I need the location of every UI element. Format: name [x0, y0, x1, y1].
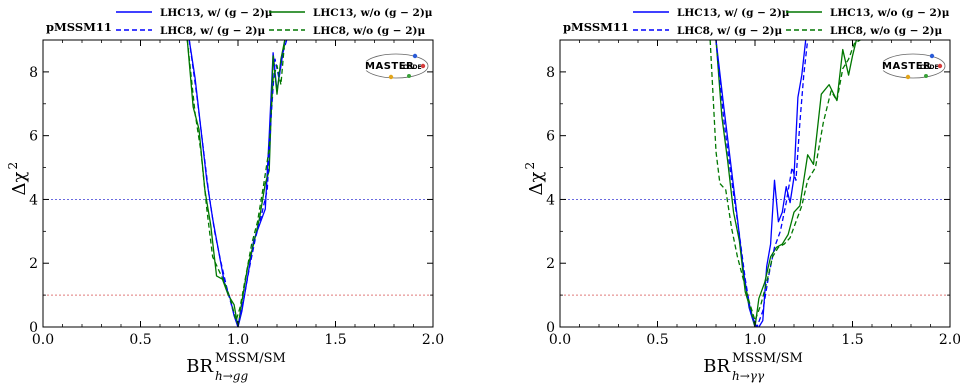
logo-dot-yellow — [905, 74, 911, 80]
logo-text: MASTER — [365, 61, 414, 72]
y-tick-label: 8 — [546, 65, 555, 81]
y-axis-label-sup: 2 — [6, 162, 20, 170]
y-axis-label-group: Δχ2 — [6, 162, 30, 196]
legend-label-3: LHC8, w/ (g − 2)μ — [160, 25, 265, 37]
logo-dot-green — [407, 74, 411, 78]
x-tick-label: 0.5 — [129, 332, 151, 348]
legend-label-2: LHC13, w/o (g − 2)μ — [313, 7, 433, 19]
x-axis-label-sup: MSSM/SM — [732, 351, 803, 366]
logo-dot-blue — [929, 53, 935, 59]
model-tag: pMSSM11 — [563, 20, 629, 34]
y-tick-label: 6 — [546, 129, 555, 145]
legend-label-1: LHC13, w/ (g − 2)μ — [677, 7, 790, 19]
y-tick-label: 4 — [29, 192, 38, 208]
series-group — [709, 40, 861, 327]
x-axis-label: BR — [186, 356, 213, 377]
series-line-4 — [186, 40, 286, 322]
y-axis-label-group: Δχ2 — [523, 162, 547, 196]
y-axis-label-sup: 2 — [523, 162, 537, 170]
y-axis-label: Δχ — [526, 171, 547, 195]
x-tick-label: 1.5 — [324, 332, 346, 348]
logo-dot-green — [924, 74, 928, 78]
x-tick-label: 2.0 — [422, 332, 444, 348]
logo-code: CODE — [403, 64, 422, 71]
y-tick-label: 8 — [29, 65, 38, 81]
legend-label-4: LHC8, w/o (g − 2)μ — [313, 25, 426, 37]
series-line-1 — [715, 40, 807, 327]
x-tick-label: 1.5 — [841, 332, 863, 348]
plot-frame — [42, 39, 434, 328]
x-axis-label-sub: h→γγ — [732, 369, 765, 383]
series-group — [186, 40, 288, 327]
x-axis-label-sup: MSSM/SM — [215, 351, 286, 366]
logo-text: MASTER — [882, 61, 931, 72]
y-tick-label: 6 — [29, 129, 38, 145]
y-tick-label: 2 — [546, 256, 555, 272]
series-line-2 — [186, 40, 286, 327]
x-axis-label: BR — [703, 356, 730, 377]
logo-code: CODE — [920, 64, 939, 71]
logo-dot-red — [937, 63, 943, 69]
series-line-3 — [715, 40, 809, 327]
x-tick-label: 0.5 — [646, 332, 668, 348]
x-tick-label: 0.0 — [32, 332, 54, 348]
logo-dot-blue — [412, 53, 418, 59]
series-line-3 — [188, 40, 288, 327]
logo-dot-red — [420, 63, 426, 69]
y-axis-label: Δχ — [9, 171, 30, 195]
x-tick-label: 1.0 — [744, 332, 766, 348]
legend-label-4: LHC8, w/o (g − 2)μ — [830, 25, 943, 37]
series-line-2 — [715, 40, 858, 327]
y-tick-label: 0 — [546, 320, 555, 336]
y-tick-label: 4 — [546, 192, 555, 208]
series-line-4 — [709, 40, 861, 322]
model-tag: pMSSM11 — [46, 20, 112, 34]
x-axis-label-sub: h→gg — [215, 369, 248, 383]
legend-label-2: LHC13, w/o (g − 2)μ — [830, 7, 950, 19]
legend-label-3: LHC8, w/ (g − 2)μ — [677, 25, 782, 37]
x-tick-label: 2.0 — [939, 332, 960, 348]
x-tick-label: 1.0 — [227, 332, 249, 348]
y-tick-label: 2 — [29, 256, 38, 272]
plot-frame — [559, 39, 951, 328]
x-tick-label: 0.0 — [549, 332, 571, 348]
logo-dot-yellow — [388, 74, 394, 80]
legend-label-1: LHC13, w/ (g − 2)μ — [160, 7, 273, 19]
y-tick-label: 0 — [29, 320, 38, 336]
